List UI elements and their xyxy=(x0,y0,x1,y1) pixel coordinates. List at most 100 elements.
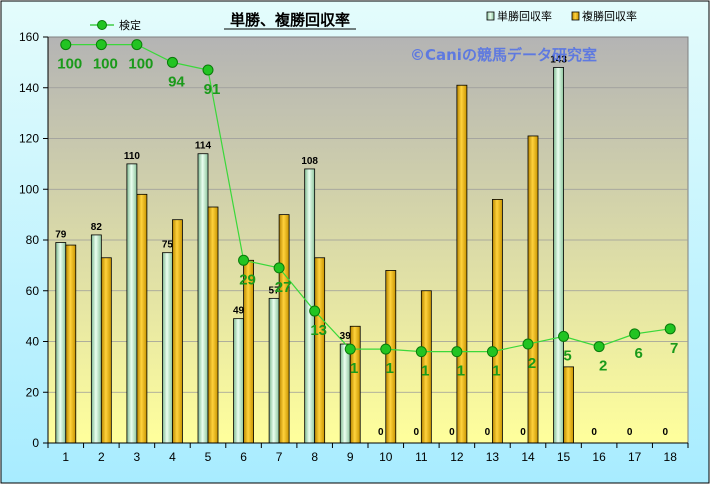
check-value-label: 100 xyxy=(57,56,82,73)
check-point xyxy=(522,338,534,350)
check-point xyxy=(273,262,285,274)
bar-place xyxy=(136,193,148,444)
check-point xyxy=(238,254,250,266)
bar-value-label: 0 xyxy=(591,427,597,438)
check-point xyxy=(558,330,570,342)
legend: 検定 単勝回収率 複勝回収率 xyxy=(90,9,637,32)
y-tick-label: 60 xyxy=(26,284,40,298)
check-value-label: 7 xyxy=(670,340,678,357)
x-tick-label: 17 xyxy=(628,450,642,464)
x-tick-label: 16 xyxy=(592,450,606,464)
x-tick-label: 1 xyxy=(62,450,69,464)
bar-value-label: 39 xyxy=(340,331,352,342)
bar-value-label: 143 xyxy=(550,54,567,65)
bar-place xyxy=(527,135,539,444)
bar-win xyxy=(233,318,244,444)
check-value-label: 1 xyxy=(350,360,358,377)
bar-win xyxy=(126,163,138,444)
check-value-label: 91 xyxy=(204,81,221,98)
check-point xyxy=(629,328,641,340)
check-point xyxy=(380,343,392,355)
bar-value-label: 110 xyxy=(124,151,141,162)
check-point xyxy=(344,343,356,355)
bar-value-label: 114 xyxy=(195,141,212,152)
x-tick-label: 11 xyxy=(415,450,428,464)
check-value-label: 2 xyxy=(599,358,607,375)
bar-place xyxy=(207,206,219,444)
bar-value-label: 0 xyxy=(485,427,491,438)
check-value-label: 100 xyxy=(128,56,153,73)
bar-value-label: 0 xyxy=(662,427,668,438)
x-tick-label: 15 xyxy=(557,450,571,464)
check-point xyxy=(309,305,321,317)
bar-win xyxy=(162,252,173,444)
line-series xyxy=(60,39,676,358)
check-value-label: 6 xyxy=(634,345,642,362)
x-tick-label: 9 xyxy=(347,450,354,464)
y-tick-label: 0 xyxy=(32,436,39,450)
x-tick-label: 13 xyxy=(486,450,500,464)
check-value-label: 1 xyxy=(421,363,429,380)
legend-line-marker xyxy=(97,20,107,30)
bar-win xyxy=(268,297,280,444)
legend-label-win: 単勝回収率 xyxy=(497,9,552,23)
bar-series xyxy=(55,67,574,444)
x-tick-label: 14 xyxy=(521,450,535,464)
check-value-label: 94 xyxy=(168,73,185,90)
bar-win xyxy=(197,153,209,444)
bar-place xyxy=(385,270,397,444)
check-value-label: 100 xyxy=(93,56,118,73)
y-tick-label: 40 xyxy=(26,335,40,349)
x-tick-label: 4 xyxy=(169,450,176,464)
bar-value-label: 0 xyxy=(414,427,420,438)
legend-label-place: 複勝回収率 xyxy=(582,9,637,23)
check-value-label: 29 xyxy=(239,271,256,288)
y-tick-label: 80 xyxy=(26,233,40,247)
y-tick-label: 160 xyxy=(19,30,39,44)
check-value-label: 1 xyxy=(457,363,465,380)
x-tick-label: 8 xyxy=(311,450,318,464)
check-point xyxy=(166,56,178,68)
check-point xyxy=(415,346,427,358)
bar-value-label: 49 xyxy=(233,306,245,317)
bar-value-label: 0 xyxy=(627,427,633,438)
bar-value-label: 108 xyxy=(301,156,318,167)
bar-place xyxy=(172,219,183,444)
check-point xyxy=(60,39,72,51)
bar-win xyxy=(339,343,351,444)
x-tick-label: 6 xyxy=(240,450,247,464)
x-tick-label: 5 xyxy=(205,450,212,464)
gridlines xyxy=(48,87,688,393)
y-tick-label: 140 xyxy=(19,81,39,95)
bar-place xyxy=(278,214,290,444)
check-value-label: 5 xyxy=(563,347,571,364)
chart-title: 単勝、複勝回収率 xyxy=(230,11,350,29)
x-tick-label: 7 xyxy=(276,450,283,464)
check-value-label: 1 xyxy=(386,360,394,377)
x-tick-label: 18 xyxy=(664,450,678,464)
check-point xyxy=(95,39,107,51)
check-point xyxy=(664,323,676,335)
bar-value-label: 79 xyxy=(55,230,67,241)
bar-place xyxy=(492,198,503,444)
legend-label-check: 検定 xyxy=(119,18,141,32)
bar-place xyxy=(65,244,77,444)
check-value-label: 27 xyxy=(275,279,292,296)
bar-place xyxy=(349,325,361,444)
check-point xyxy=(202,64,214,76)
bar-win xyxy=(55,242,67,444)
legend-swatch-place xyxy=(571,11,580,21)
bar-win xyxy=(553,67,564,444)
x-tick-label: 3 xyxy=(134,450,141,464)
check-point xyxy=(451,346,463,358)
bar-place xyxy=(314,257,326,444)
check-value-label: 1 xyxy=(492,363,500,380)
bar-value-label: 75 xyxy=(162,240,174,251)
bar-value-label: 57 xyxy=(269,285,281,296)
check-point xyxy=(486,346,498,358)
bar-place xyxy=(100,257,112,444)
